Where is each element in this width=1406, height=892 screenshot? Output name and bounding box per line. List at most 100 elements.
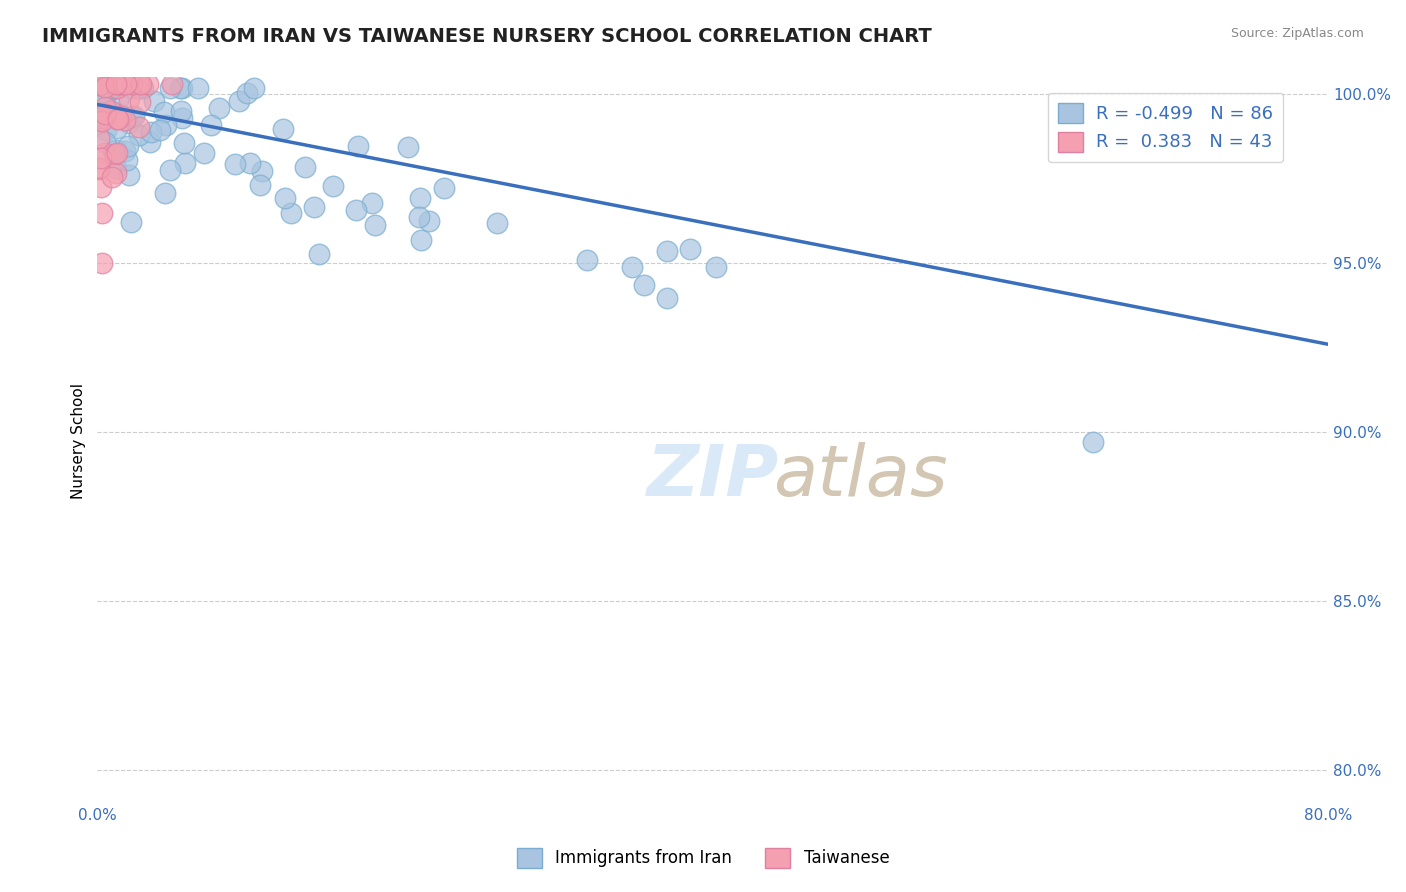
Point [122,109,145,123]
Point [294,161,316,175]
Point [117,139,139,153]
Point [121,109,143,123]
Point [90,92,112,106]
Point [128,120,150,134]
Point [655,291,678,305]
Point [433,181,456,195]
Point [100,80,122,95]
Point [105,112,128,127]
Point [107,81,129,95]
Point [159,80,181,95]
Point [159,163,181,178]
Point [120,80,142,95]
Point [398,140,420,154]
Point [200,118,222,132]
Point [655,244,678,259]
Point [101,105,124,120]
Point [105,144,128,158]
Point [93,106,115,120]
Point [274,190,297,204]
Point [115,153,138,167]
Point [104,80,127,95]
Point [127,80,149,95]
Point [87,131,110,145]
Point [173,136,195,151]
Point [139,125,162,139]
Point [94,146,117,161]
Point [118,116,141,130]
Point [91,80,114,95]
Point [114,77,136,91]
Point [169,80,191,95]
Point [90,89,112,103]
Point [249,178,271,193]
Y-axis label: Nursery School: Nursery School [72,383,86,499]
Point [105,77,128,91]
Point [486,216,509,230]
Point [136,77,159,91]
Point [90,151,112,165]
Legend: Immigrants from Iran, Taiwanese: Immigrants from Iran, Taiwanese [510,841,896,875]
Point [360,195,382,210]
Point [91,113,114,128]
Point [114,144,136,158]
Point [224,157,246,171]
Point [344,202,367,217]
Point [173,156,195,170]
Point [704,260,727,275]
Point [111,77,134,91]
Point [138,135,160,149]
Point [575,252,598,267]
Point [110,77,132,91]
Point [170,103,193,118]
Point [105,145,128,160]
Point [193,145,215,160]
Point [118,92,141,106]
Point [129,77,152,91]
Point [105,77,128,91]
Point [105,80,128,95]
Text: Source: ZipAtlas.com: Source: ZipAtlas.com [1230,27,1364,40]
Point [128,77,150,91]
Point [308,247,330,261]
Point [118,168,141,182]
Point [87,78,110,92]
Point [93,80,115,95]
Point [121,77,143,91]
Point [91,205,114,219]
Point [101,169,124,184]
Point [107,120,129,135]
Point [408,210,430,224]
Point [347,139,370,153]
Point [114,112,136,127]
Point [280,206,302,220]
Point [149,123,172,137]
Point [155,118,177,132]
Point [129,80,152,95]
Point [90,179,112,194]
Point [91,256,114,270]
Point [271,121,294,136]
Point [108,106,131,120]
Point [107,112,129,126]
Point [252,163,274,178]
Point [128,95,150,109]
Point [132,80,155,95]
Point [87,114,110,128]
Point [236,87,259,101]
Point [409,191,432,205]
Point [110,109,132,123]
Point [105,77,128,91]
Point [101,145,124,159]
Point [142,94,165,108]
Point [89,80,111,95]
Text: ZIP: ZIP [647,442,779,511]
Point [620,260,643,274]
Point [98,83,121,97]
Point [104,166,127,180]
Point [107,93,129,107]
Point [170,111,193,125]
Point [90,85,112,99]
Point [187,80,209,95]
Point [94,100,117,114]
